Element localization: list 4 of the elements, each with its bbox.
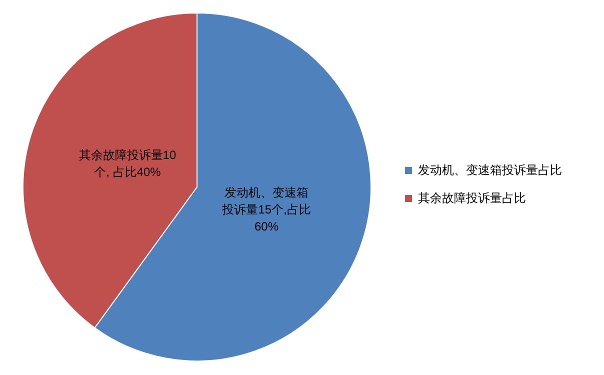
legend-label: 其余故障投诉量占比 xyxy=(418,190,526,207)
data-label: 发动机、变速箱投诉量15个,占比60% xyxy=(221,184,312,236)
data-label: 其余故障投诉量10个, 占比40% xyxy=(78,147,178,182)
legend-label: 发动机、变速箱投诉量占比 xyxy=(418,162,562,179)
